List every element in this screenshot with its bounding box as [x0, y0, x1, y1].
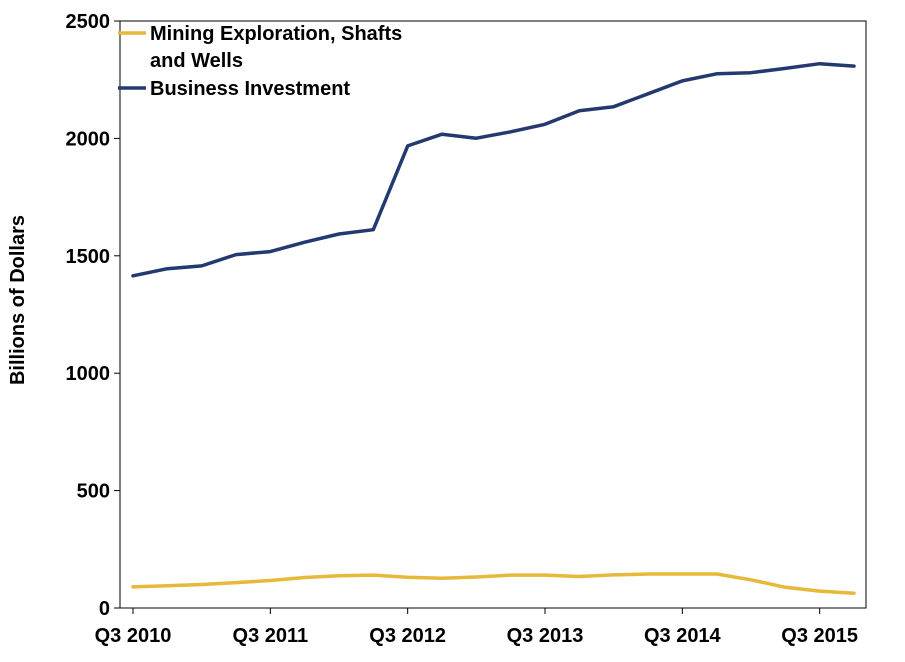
- x-axis-ticks: Q3 2010 Q3 2011 Q3 2012 Q3 2013 Q3 2014 Q3 20…: [95, 608, 858, 647]
- x-tick-label: Q3 2014: [644, 625, 722, 647]
- series-line-1: [131, 61, 856, 278]
- y-tick-label: 1000: [66, 363, 111, 385]
- legend-label-0: Mining Exploration, Shafts: [150, 23, 402, 45]
- plot-area-frame: [119, 20, 867, 609]
- x-tick-label: Q3 2013: [507, 625, 584, 647]
- legend: Mining Exploration, Shafts and Wells Busin…: [118, 23, 402, 100]
- y-tick-label: 1500: [66, 246, 111, 268]
- y-axis-ticks: 0 500 1000 1500 2000 2500: [66, 11, 120, 620]
- x-tick-label: Q3 2011: [233, 625, 309, 647]
- x-tick-label: Q3 2015: [781, 625, 858, 647]
- y-tick-label: 0: [99, 598, 110, 620]
- legend-label-1: Business Investment: [150, 78, 350, 100]
- x-tick-label: Q3 2010: [95, 625, 172, 647]
- legend-label-0: and Wells: [150, 50, 243, 72]
- y-tick-label: 2000: [66, 128, 111, 150]
- y-axis-title: Billions of Dollars: [7, 215, 29, 385]
- series-lines: [131, 61, 856, 595]
- x-tick-label: Q3 2012: [369, 625, 446, 647]
- series-line-0: [131, 572, 856, 595]
- y-tick-label: 2500: [66, 11, 111, 33]
- y-tick-label: 500: [77, 481, 110, 503]
